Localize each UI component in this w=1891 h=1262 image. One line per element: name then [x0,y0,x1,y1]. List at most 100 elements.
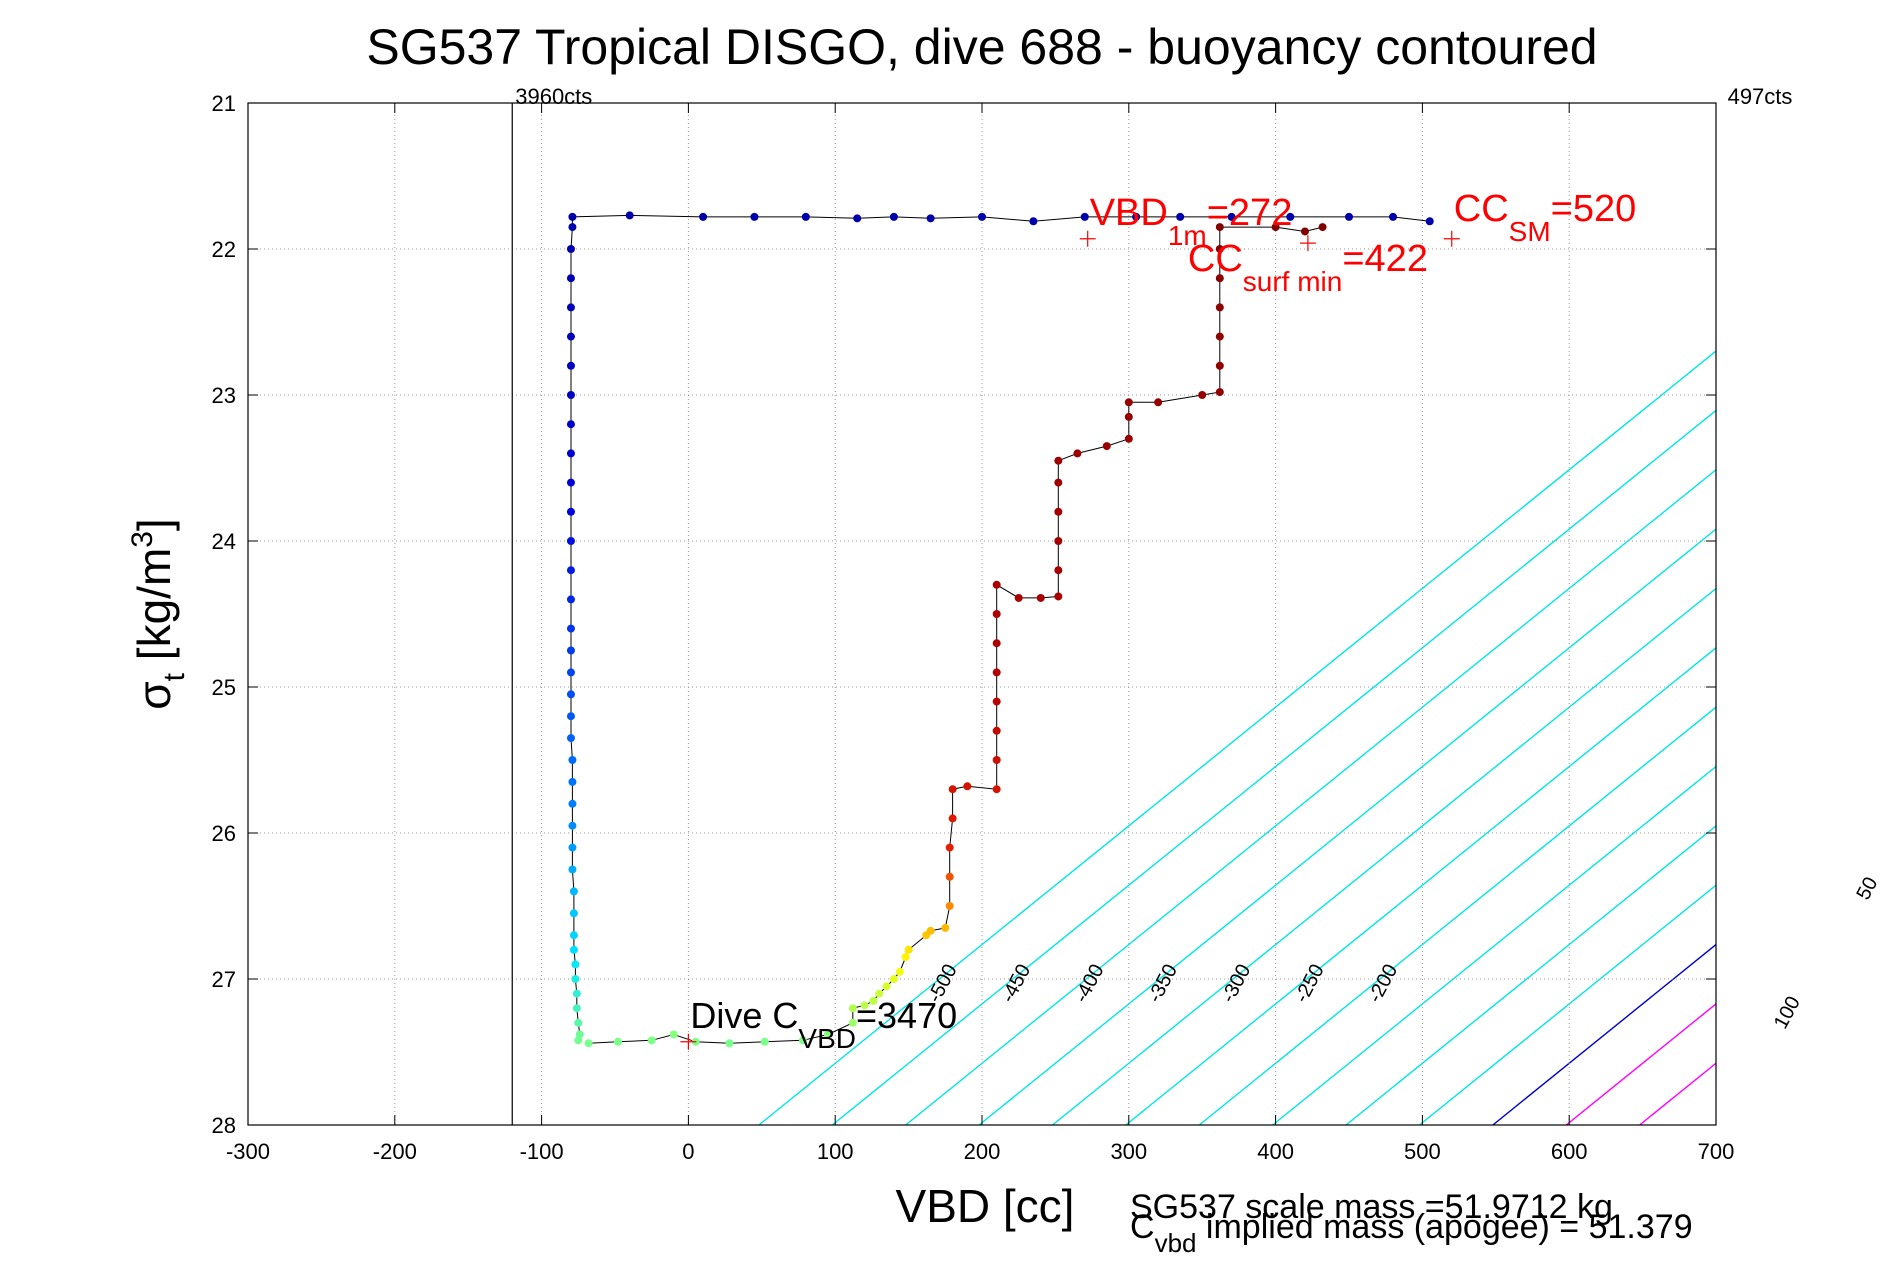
dive-point [566,391,575,399]
dive-point [569,945,578,954]
dive-point [574,1018,583,1027]
dive-point [566,668,575,677]
y-axis-label-sub: t [158,672,191,681]
climb-point [848,1004,857,1013]
climb-point [992,697,1001,706]
climb-point [889,975,898,983]
marker-label-sub: surf min [1243,266,1343,297]
contour-line--350 [978,528,1716,1125]
dive-point [1132,212,1141,221]
climb-point [1054,566,1063,575]
chart-title: SG537 Tropical DISGO, dive 688 - buoyanc… [366,19,1597,75]
x-tick-label: 400 [1257,1139,1294,1164]
contour-line--100 [1345,824,1716,1125]
climb-point [992,668,1001,677]
climb-point [941,923,950,932]
dive-point [571,975,580,983]
climb-point [963,782,972,791]
implied-mass-text: Cvbd implied mass (apogee) = 51.379 [1130,1208,1693,1258]
dive-point [572,1004,581,1013]
climb-point [875,989,884,998]
climb-point [948,785,957,794]
dive-point [566,712,575,721]
y-tick-label: 23 [212,383,236,408]
climb-point [1014,593,1023,602]
climb-point [860,1001,869,1010]
y-tick-label: 22 [212,237,236,262]
dive-point [566,624,575,633]
marker-label-main: VBD [1090,192,1168,234]
dive-point [566,449,575,458]
x-tick-label: 0 [682,1139,694,1164]
marker-label-main: Dive C [690,995,798,1036]
dive-point [1389,212,1398,221]
climb-point [992,726,1001,735]
contour-line--150 [1272,765,1716,1125]
dive-point [1080,212,1089,221]
top-count-left: 3960cts [515,84,592,109]
climb-point [1215,245,1224,253]
climb-point [895,967,904,976]
y-axis-label-symbol: σ [128,681,180,709]
climb-point [613,1037,622,1046]
x-tick-label: 700 [1698,1139,1735,1164]
contour-line--50 [1419,884,1716,1125]
scale-mass-text: SG537 scale mass =51.9712 kg [1130,1188,1613,1226]
dive-point [1286,212,1295,221]
x-tick-label: 100 [817,1139,854,1164]
dive-point [1425,217,1434,226]
marker-label-sub: 1m [1168,220,1207,251]
marker-label-value: =3470 [856,995,957,1036]
climb-point [1124,412,1133,421]
marker-label: Dive CVBD=3470 [690,995,957,1054]
x-axis-label: VBD [cc] [896,1180,1075,1232]
climb-point [725,1039,734,1048]
marker-label-main: CC [1454,188,1509,230]
climb-point [1215,274,1224,283]
dive-point [625,211,634,220]
contour-line--500 [758,350,1716,1125]
buoyancy-contours [758,350,1716,1125]
climb-point [1073,449,1082,458]
climb-point [1054,478,1063,487]
marker-label-value: =422 [1342,238,1428,280]
dive-point [566,537,575,545]
climb-point [584,1039,593,1048]
climb-point [992,639,1001,648]
y-tick-label: 28 [212,1113,236,1138]
dive-point [572,989,581,998]
climb-point [992,785,1001,794]
climb-point [1215,361,1224,370]
climb-point [945,843,954,852]
dive-point [568,777,577,786]
climb-point [1054,592,1063,601]
x-tick-label: -200 [373,1139,417,1164]
axes-frame: -300 -200 -100 0 100 200 300 400 500 600 700 21 22 23… [212,91,1735,1164]
y-tick-label: 21 [212,91,236,116]
x-tick-label: 600 [1551,1139,1588,1164]
dive-point [569,887,578,896]
dive-point [568,212,577,221]
dive-point [566,566,575,575]
x-tick-label: 500 [1404,1139,1441,1164]
climb-point [798,1036,807,1045]
y-tick-label: 26 [212,821,236,846]
x-tick-label: 300 [1110,1139,1147,1164]
y-tick-label: 27 [212,967,236,992]
climb-point [945,872,954,881]
dive-point [566,646,575,655]
dive-point [566,734,575,743]
climb-point [647,1036,656,1045]
climb-point [904,945,913,954]
dive-point [575,1030,584,1039]
grid-lines [248,103,1716,1125]
climb-point [1054,456,1063,465]
dive-point [699,212,708,221]
climb-point [1036,593,1045,602]
climb-point [1300,227,1309,236]
dive-point [1176,212,1185,221]
dive-point [566,507,575,516]
dive-point [1345,212,1353,221]
